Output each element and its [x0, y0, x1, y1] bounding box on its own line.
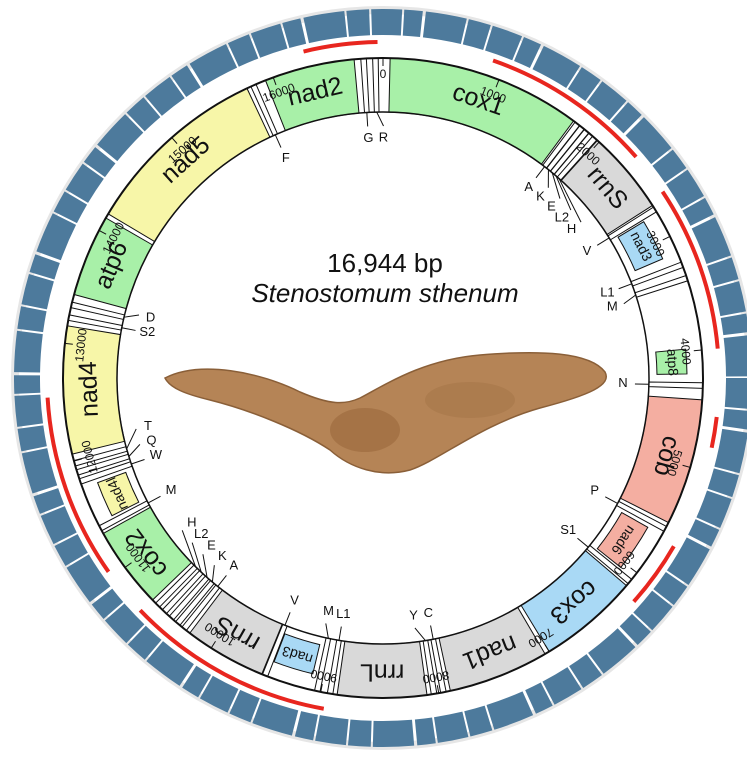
genome-size: 16,944 bp	[327, 248, 443, 278]
species-name: Stenostomum sthenum	[251, 278, 518, 308]
gene-label: rrnL	[360, 658, 405, 686]
red-arc	[712, 417, 717, 448]
trna-label: L1	[336, 606, 350, 621]
trna-label: S1	[560, 522, 576, 537]
trna-label: M	[166, 482, 177, 497]
trna-label: V	[290, 593, 299, 608]
trna-label: T	[144, 418, 152, 433]
trna-label: H	[567, 221, 576, 236]
position-tick-label: 4000	[678, 338, 694, 366]
trna-label: P	[590, 483, 599, 498]
trna-label: H	[187, 514, 196, 529]
trna-label: K	[536, 188, 545, 203]
trna-label: M	[607, 299, 618, 314]
trna-label: G	[363, 130, 373, 145]
position-tick	[694, 350, 702, 351]
trna-label: S2	[139, 324, 155, 339]
trna-label: D	[146, 309, 155, 324]
trna-label: Y	[409, 608, 418, 623]
trna-label: L1	[600, 284, 614, 299]
trna-label: Q	[146, 433, 156, 448]
red-arc	[304, 42, 378, 51]
trna-label: A	[524, 179, 533, 194]
trna-label: K	[218, 548, 227, 563]
genome-map: 16,944 bp Stenostomum sthenum cox1rrnSna…	[0, 0, 747, 758]
trna-label: M	[323, 603, 334, 618]
trna-label: W	[150, 447, 163, 462]
trna-label: R	[379, 129, 388, 144]
position-tick-label: 0	[380, 67, 387, 81]
worm-gut	[425, 382, 515, 418]
trna-label: N	[618, 375, 627, 390]
trna-label: C	[424, 605, 433, 620]
gene-label: nad4	[74, 361, 104, 418]
trna-label: A	[230, 557, 239, 572]
worm-gut	[330, 408, 400, 452]
trna-label: V	[583, 243, 592, 258]
trna-label: F	[282, 150, 290, 165]
